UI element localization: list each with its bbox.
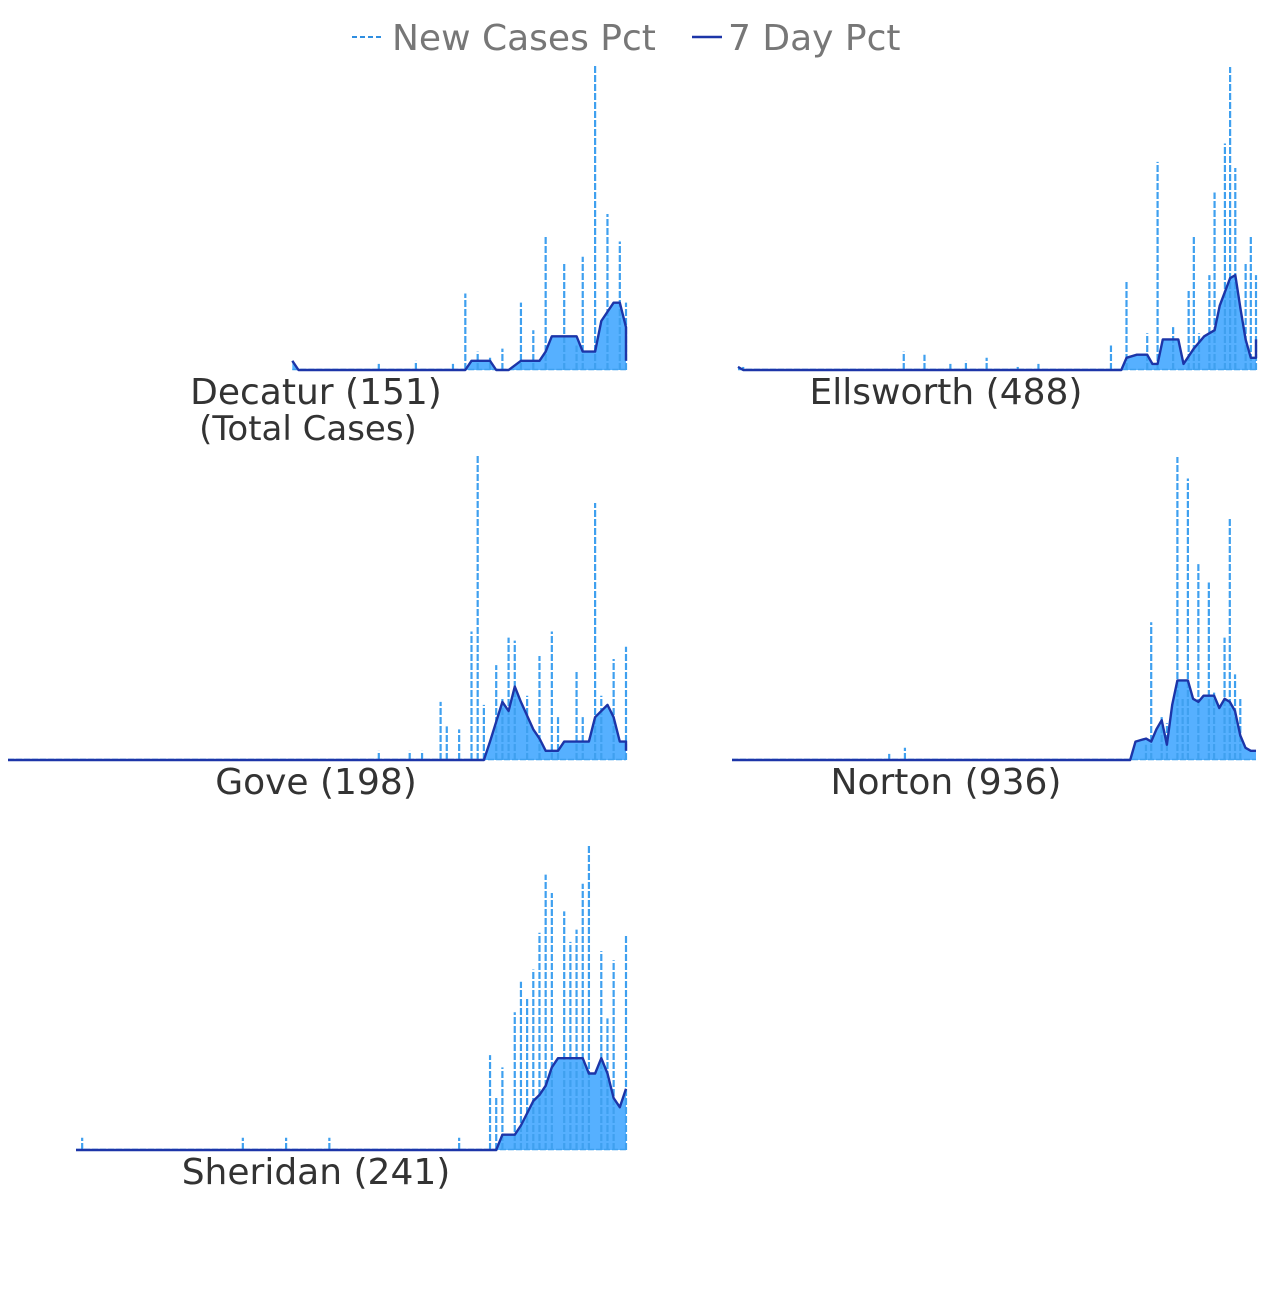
seven-day-line-ellsworth: [737, 273, 1258, 372]
panel-title-norton: Norton (936): [831, 762, 1062, 803]
panel-title-decatur: Decatur (151): [190, 372, 442, 413]
seven-day-line-gove: [8, 685, 628, 762]
seven-day-area-norton: [732, 680, 1256, 760]
panel-gove: Gove (198): [8, 454, 628, 803]
panel-decatur: Decatur (151)(Total Cases): [190, 64, 628, 449]
seven-day-line-sheridan: [76, 1056, 628, 1152]
seven-day-line-decatur: [291, 301, 628, 372]
panel-title-gove: Gove (198): [215, 762, 417, 803]
legend: New Cases Pct 7 Day Pct: [352, 18, 901, 59]
panel-ellsworth: Ellsworth (488): [737, 67, 1258, 413]
panel-sheridan: Sheridan (241): [75, 844, 628, 1193]
panel-title-ellsworth: Ellsworth (488): [810, 372, 1083, 413]
panel-title-sheridan: Sheridan (241): [182, 1152, 451, 1193]
panel-subtitle-decatur: (Total Cases): [199, 409, 417, 449]
legend-new-cases-label[interactable]: New Cases Pct: [392, 18, 656, 59]
seven-day-area-ellsworth: [738, 275, 1256, 370]
seven-day-line-norton: [732, 679, 1256, 762]
seven-day-area-gove: [8, 686, 626, 760]
panel-norton: Norton (936): [732, 457, 1256, 803]
legend-7-day-label[interactable]: 7 Day Pct: [728, 18, 901, 59]
seven-day-area-sheridan: [76, 1058, 626, 1150]
panels: Decatur (151)(Total Cases) Ellsworth (488…: [8, 64, 1258, 1193]
